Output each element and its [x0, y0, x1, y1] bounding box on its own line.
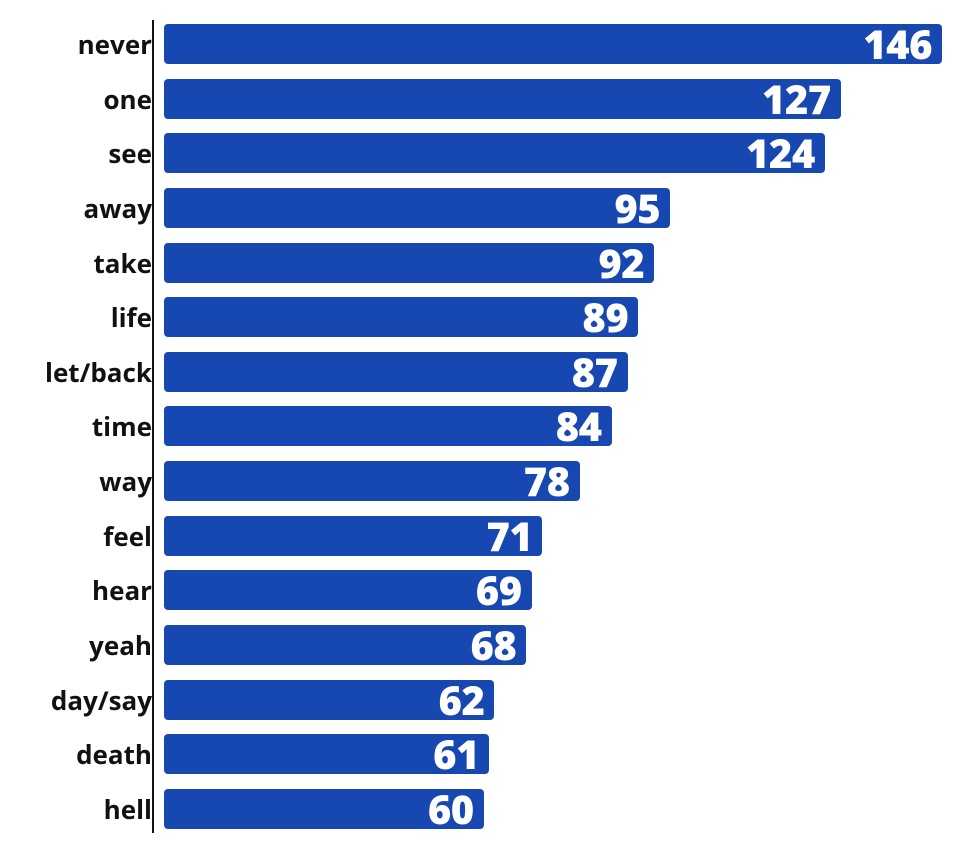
category-label: see — [12, 135, 164, 171]
bar-value: 84 — [556, 406, 602, 446]
bar-value: 71 — [486, 516, 532, 556]
bar-value: 95 — [614, 188, 660, 228]
bar: 61 — [164, 734, 489, 774]
bar: 60 — [164, 789, 484, 829]
category-label: death — [12, 736, 164, 772]
bar: 124 — [164, 133, 825, 173]
bar-value: 69 — [476, 570, 522, 610]
category-label: yeah — [12, 627, 164, 663]
category-label: one — [12, 81, 164, 117]
bar-value: 89 — [582, 297, 628, 337]
y-axis-line — [152, 20, 154, 833]
bar: 68 — [164, 625, 526, 665]
category-label: hear — [12, 572, 164, 608]
bar-track: 69 — [164, 566, 942, 614]
bar-value: 61 — [433, 734, 479, 774]
bar: 62 — [164, 680, 494, 720]
category-label: away — [12, 190, 164, 226]
category-label: never — [12, 26, 164, 62]
bar-value: 78 — [524, 461, 570, 501]
category-label: time — [12, 408, 164, 444]
category-label: hell — [12, 791, 164, 827]
category-label: take — [12, 245, 164, 281]
bar-value: 68 — [470, 625, 516, 665]
bar: 87 — [164, 352, 628, 392]
bar-track: 92 — [164, 239, 942, 287]
bar-track: 78 — [164, 457, 942, 505]
bar-track: 127 — [164, 75, 942, 123]
bar-track: 84 — [164, 402, 942, 450]
category-label: feel — [12, 518, 164, 554]
word-frequency-bar-chart: never 146 one 127 see 124 away 95 take 92 life 89 le… — [0, 0, 960, 853]
bar-track: 71 — [164, 512, 942, 560]
bar-track: 62 — [164, 676, 942, 724]
bar: 84 — [164, 406, 612, 446]
bar-track: 60 — [164, 785, 942, 833]
bar: 95 — [164, 188, 670, 228]
bar-value: 62 — [439, 680, 485, 720]
bar: 146 — [164, 24, 942, 64]
category-label: day/say — [12, 682, 164, 718]
bar: 71 — [164, 516, 542, 556]
bar-value: 92 — [598, 243, 644, 283]
bar: 127 — [164, 79, 841, 119]
bar-value: 127 — [762, 79, 831, 119]
bar: 89 — [164, 297, 638, 337]
category-label: way — [12, 463, 164, 499]
category-label: life — [12, 299, 164, 335]
bar: 78 — [164, 461, 580, 501]
bar-value: 60 — [428, 789, 474, 829]
bar-track: 146 — [164, 20, 942, 68]
bar-value: 124 — [746, 133, 815, 173]
bar-track: 89 — [164, 293, 942, 341]
category-label: let/back — [12, 354, 164, 390]
bar: 69 — [164, 570, 532, 610]
bar-value: 146 — [863, 24, 932, 64]
bar-value: 87 — [572, 352, 618, 392]
bar-track: 124 — [164, 129, 942, 177]
bar-track: 61 — [164, 730, 942, 778]
bar-track: 87 — [164, 348, 942, 396]
bar-track: 68 — [164, 621, 942, 669]
bar: 92 — [164, 243, 654, 283]
bar-track: 95 — [164, 184, 942, 232]
